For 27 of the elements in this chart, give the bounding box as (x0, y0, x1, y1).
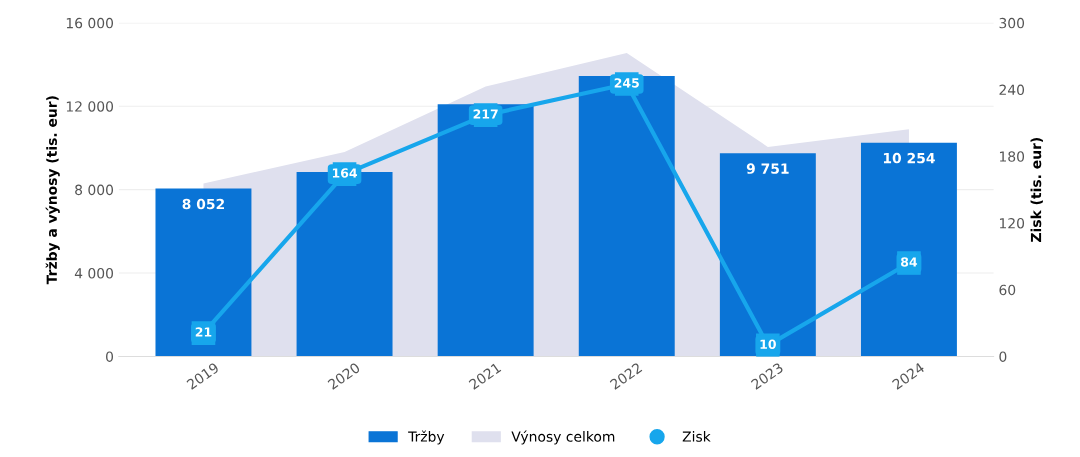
y-tick-label: 16 000 (66, 17, 114, 29)
y-tick-label: 0 (106, 351, 114, 362)
data-label: 84 (901, 257, 918, 267)
legend-label: Zisk (682, 431, 711, 442)
y2-tick-label: 240 (999, 84, 1025, 96)
data-label: 21 (195, 327, 212, 337)
data-label: 10 (760, 339, 776, 349)
y2-tick-label: 60 (999, 284, 1016, 296)
bar (437, 104, 534, 357)
data-label: 9 751 (746, 163, 789, 174)
bar (155, 188, 252, 357)
y-tick-label: 12 000 (66, 101, 114, 112)
y2-tick-label: 180 (999, 151, 1025, 162)
y-axis-title: Tržby a výnosy (tis. eur) (45, 96, 60, 285)
y2-axis-title: Zisk (tis. eur) (1030, 137, 1043, 242)
legend-label: Výnosy celkom (511, 430, 615, 445)
data-label: 8 052 (182, 198, 224, 210)
y2-tick-label: 300 (999, 17, 1025, 29)
bar (719, 153, 816, 357)
y-tick-label: 8 000 (75, 184, 114, 196)
y2-tick-label: 120 (999, 217, 1025, 229)
bar (860, 142, 957, 357)
legend-label: Tržby (408, 430, 445, 445)
y-tick-label: 4 000 (74, 268, 114, 279)
y2-tick-label: 0 (999, 351, 1007, 362)
bar (578, 76, 675, 357)
data-label: 10 254 (883, 152, 935, 164)
